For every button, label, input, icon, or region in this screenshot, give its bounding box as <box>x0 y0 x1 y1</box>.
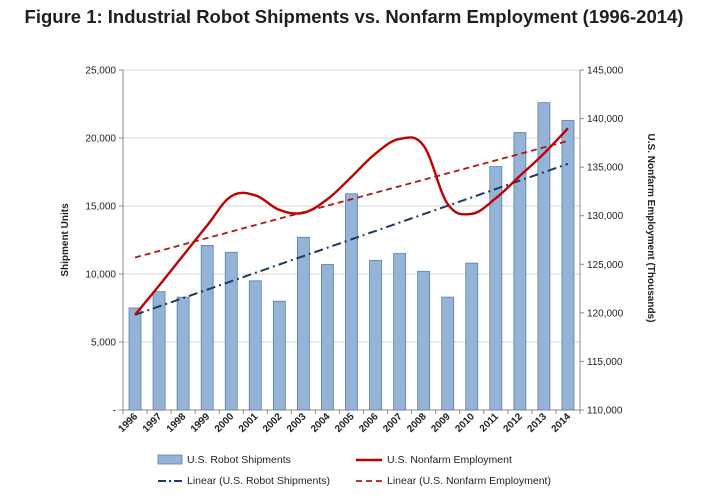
bar <box>393 253 407 411</box>
x-tick-label: 2004 <box>309 411 333 435</box>
legend-label-employment: U.S. Nonfarm Employment <box>387 454 512 466</box>
y2-tick-label: 110,000 <box>587 406 623 417</box>
x-tick-label: 2011 <box>478 411 501 434</box>
y2-tick-label: 140,000 <box>587 114 624 125</box>
y-axis-title: Shipment Units <box>60 203 71 277</box>
y2-axis-title: U.S. Nonfarm Employment (Thousands) <box>645 134 656 323</box>
x-tick-label: 2014 <box>550 411 574 435</box>
y2-tick-label: 120,000 <box>587 308 624 319</box>
employment-trendline <box>134 140 569 259</box>
bar <box>272 300 286 411</box>
bar <box>441 296 455 411</box>
x-tick-label: 2006 <box>357 411 381 435</box>
x-tick-label: 2009 <box>429 411 453 435</box>
x-tick-label: 1998 <box>165 411 189 435</box>
bar <box>465 262 479 411</box>
bar <box>417 270 431 411</box>
bar <box>200 245 214 411</box>
y-tick-label: 15,000 <box>85 202 116 213</box>
x-tick-label: 2005 <box>333 411 357 435</box>
legend-label-robot-trendline: Linear (U.S. Robot Shipments) <box>187 475 330 487</box>
bar <box>369 259 382 411</box>
y2-tick-label: 130,000 <box>587 211 624 222</box>
y-tick-label: - <box>113 406 116 417</box>
employment-line <box>134 127 569 316</box>
x-tick-label: 2002 <box>261 411 285 435</box>
x-tick-label: 2008 <box>405 411 429 435</box>
x-tick-label: 1997 <box>141 411 165 435</box>
bar <box>176 296 190 411</box>
chart-title: Figure 1: Industrial Robot Shipments vs.… <box>24 6 684 27</box>
legend-swatch-robot-shipments <box>157 454 183 465</box>
bar <box>489 166 503 411</box>
y2-tick-label: 125,000 <box>587 260 624 271</box>
bar <box>513 132 527 411</box>
y-tick-label: 25,000 <box>85 66 116 77</box>
legend-label-robot-shipments: U.S. Robot Shipments <box>187 454 291 466</box>
y2-tick-label: 135,000 <box>587 163 624 174</box>
bar <box>296 236 310 411</box>
x-tick-label: 2010 <box>453 411 477 435</box>
bar <box>248 280 262 411</box>
bar <box>321 264 334 411</box>
legend-label-employment-trendline: Linear (U.S. Nonfarm Employment) <box>387 475 551 487</box>
y-tick-label: 10,000 <box>85 270 116 281</box>
x-tick-label: 2000 <box>213 411 237 435</box>
x-tick-label: 2007 <box>381 411 405 435</box>
legend: U.S. Robot Shipments U.S. Nonfarm Employm… <box>157 454 551 487</box>
x-tick-label: 2013 <box>526 411 550 435</box>
x-tick-label: 2001 <box>237 411 261 435</box>
robot-trendline <box>134 162 569 316</box>
x-tick-label: 1999 <box>189 411 213 435</box>
bar <box>152 291 166 411</box>
y-tick-label: 20,000 <box>85 134 116 145</box>
bar <box>224 251 238 411</box>
y2-tick-label: 145,000 <box>587 66 624 77</box>
y-tick-label: 5,000 <box>91 338 116 349</box>
x-tick-label: 1996 <box>117 411 141 435</box>
bar <box>561 119 575 411</box>
bar <box>345 193 358 411</box>
bar <box>128 307 142 411</box>
bar <box>537 102 551 411</box>
x-tick-label: 2003 <box>285 411 309 435</box>
y2-tick-label: 115,000 <box>587 357 623 368</box>
x-tick-label: 2012 <box>501 411 525 435</box>
